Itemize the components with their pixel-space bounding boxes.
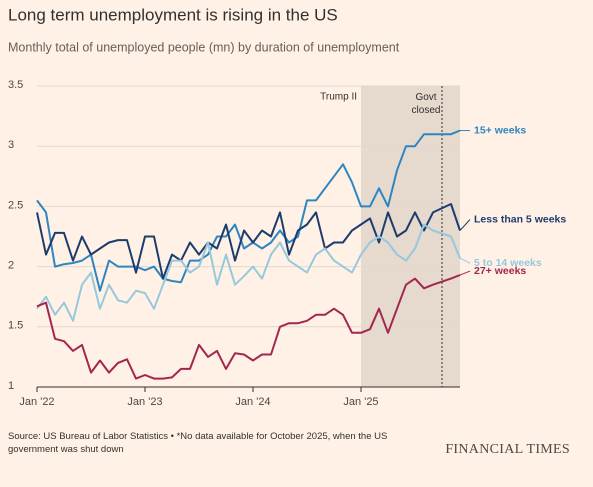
series-line [36, 203, 461, 280]
x-tick-label: Jan '24 [235, 396, 270, 408]
chart-title: Long term unemployment is rising in the … [8, 5, 338, 24]
chart-subtitle: Monthly total of unemployed people (mn) … [8, 40, 400, 54]
y-tick-label: 2 [8, 260, 14, 272]
series-line [36, 129, 461, 292]
series-label: 27+ weeks [474, 265, 526, 277]
label-leader [459, 270, 471, 276]
y-tick-label: 1 [8, 380, 14, 392]
shaded-label: Trump II [320, 92, 357, 103]
series-line [36, 274, 461, 380]
brand: FINANCIAL TIMES [445, 442, 570, 457]
y-tick-label: 3 [8, 139, 14, 151]
x-tick-label: Jan '25 [343, 396, 378, 408]
x-tick-label: Jan '22 [19, 396, 54, 408]
source-note: Source: US Bureau of Labor Statistics • … [8, 431, 388, 455]
x-tick-label: Jan '23 [127, 396, 162, 408]
marker-label: Govt closed [412, 92, 441, 116]
y-tick-label: 3.5 [8, 79, 23, 91]
plot-area: Trump II 1 1.5 2 2.5 3 3.5 Govt closed Jan '22 Jan… [8, 79, 566, 408]
source-box: Source: US Bureau of Labor Statistics • … [8, 431, 388, 455]
series-label: Less than 5 weeks [474, 213, 566, 225]
series-line [36, 223, 461, 322]
y-tick-label: 1.5 [8, 320, 23, 332]
label-leader [459, 257, 471, 264]
label-leader [459, 219, 471, 231]
series-label: 15+ weeks [474, 124, 526, 136]
series-label: 5 to 14 weeks [474, 257, 542, 269]
y-tick-label: 2.5 [8, 199, 23, 211]
